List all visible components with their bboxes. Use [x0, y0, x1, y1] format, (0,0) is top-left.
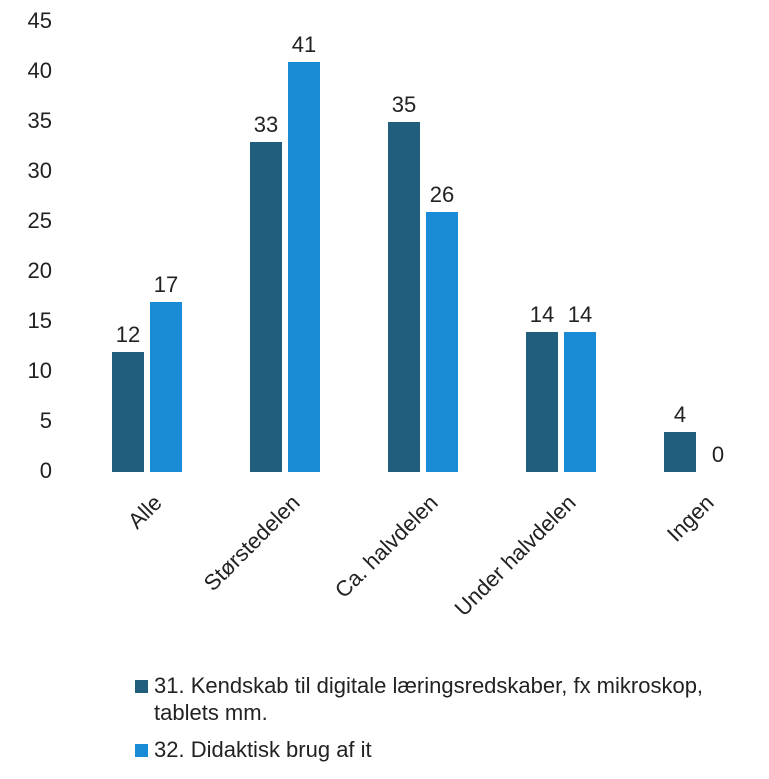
x-tick-label: Ingen [662, 490, 719, 547]
x-tick-label: Alle [123, 490, 167, 534]
data-label: 0 [712, 442, 724, 467]
y-tick-label: 10 [28, 358, 52, 383]
data-label: 26 [430, 182, 454, 207]
y-tick-label: 45 [28, 8, 52, 33]
bar [388, 122, 420, 472]
y-tick-label: 0 [40, 458, 52, 483]
bar [426, 212, 458, 472]
data-label: 14 [568, 302, 592, 327]
bar [288, 62, 320, 472]
legend-entry: 31. Kendskab til digitale læringsredskab… [135, 672, 755, 726]
y-tick-label: 5 [40, 408, 52, 433]
legend-swatch [135, 744, 148, 757]
bar [526, 332, 558, 472]
legend: 31. Kendskab til digitale læringsredskab… [135, 672, 755, 773]
x-tick-label: Ca. halvdelen [330, 490, 443, 603]
bar [150, 302, 182, 472]
y-tick-label: 30 [28, 158, 52, 183]
data-label: 4 [674, 402, 686, 427]
bar [664, 432, 696, 472]
y-tick-label: 15 [28, 308, 52, 333]
data-label: 12 [116, 322, 140, 347]
data-label: 35 [392, 92, 416, 117]
x-tick-label: Under halvdelen [450, 490, 581, 621]
legend-entry: 32. Didaktisk brug af it [135, 736, 755, 763]
bar [250, 142, 282, 472]
x-tick-label: Størstedelen [199, 490, 305, 596]
data-label: 41 [292, 32, 316, 57]
data-label: 17 [154, 272, 178, 297]
y-tick-label: 25 [28, 208, 52, 233]
legend-label: 32. Didaktisk brug af it [154, 737, 372, 762]
bar [564, 332, 596, 472]
y-tick-label: 20 [28, 258, 52, 283]
y-tick-label: 35 [28, 108, 52, 133]
legend-swatch [135, 680, 148, 693]
data-label: 14 [530, 302, 554, 327]
legend-label: 31. Kendskab til digitale læringsredskab… [154, 673, 704, 725]
bar [112, 352, 144, 472]
data-label: 33 [254, 112, 278, 137]
y-tick-label: 40 [28, 58, 52, 83]
